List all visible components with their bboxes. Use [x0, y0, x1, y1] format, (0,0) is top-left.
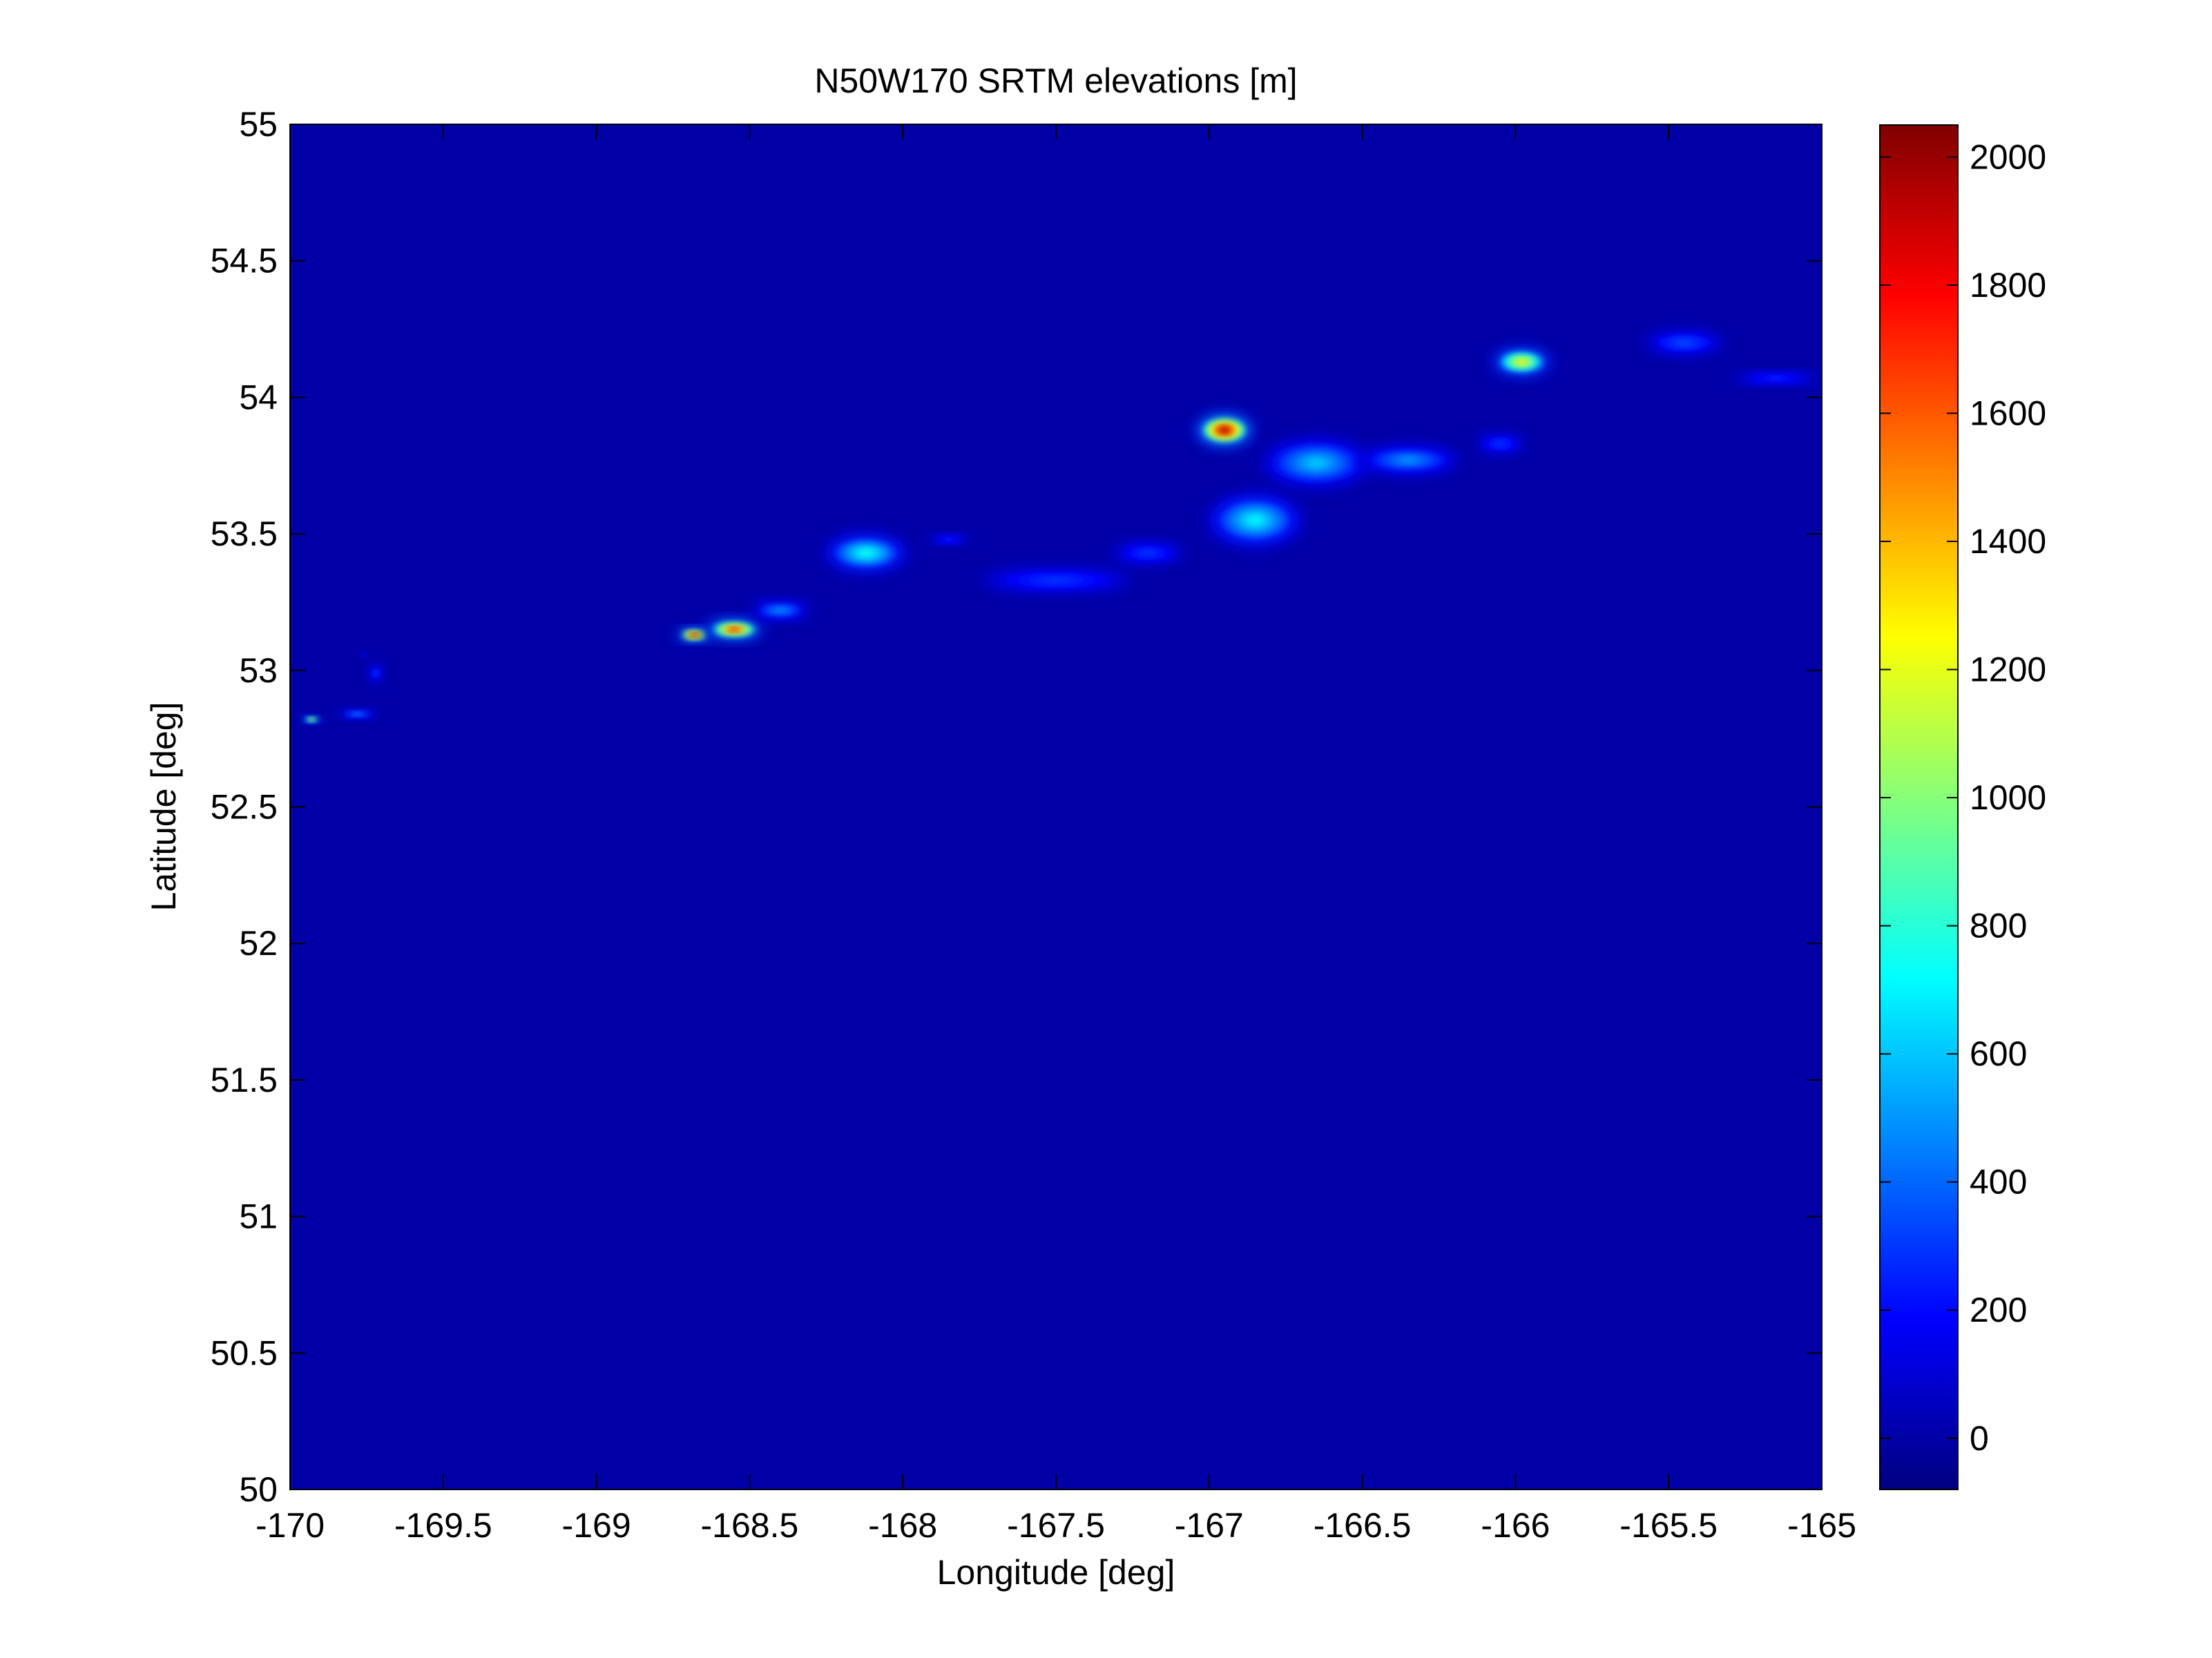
colorbar: 0 200 400 600 800 1000 1200 1400 1600 1800 2000: [1879, 124, 2046, 1490]
colorbar-tick-label: 200: [1970, 1291, 2027, 1329]
x-axis-label: Longitude [deg]: [937, 1553, 1175, 1592]
colorbar-tick-label: 1600: [1970, 394, 2046, 432]
elevation-feature: [1475, 435, 1525, 452]
y-tick-label: 50.5: [211, 1333, 278, 1372]
colorbar-tick-label: 1400: [1970, 522, 2046, 561]
colorbar-tick-label: 800: [1970, 907, 2027, 945]
elevation-feature: [1193, 414, 1256, 447]
x-tick-label: -165: [1787, 1506, 1856, 1545]
y-tick-label: 51.5: [211, 1061, 278, 1099]
elevation-feature: [1730, 372, 1822, 384]
elevation-feature: [336, 710, 379, 718]
colorbar-tick-label: 1800: [1970, 266, 2046, 305]
y-axis-label: Latitude [deg]: [144, 702, 183, 911]
x-tick-label: -166: [1481, 1506, 1550, 1545]
colorbar-frame: [1879, 124, 1959, 1490]
colorbar-tick-label: 600: [1970, 1034, 2027, 1073]
elevation-feature: [676, 628, 713, 642]
y-tick-label: 55: [239, 105, 278, 144]
x-tick-labels: -170 -169.5 -169 -168.5 -168 -167.5 -167 -166.5…: [256, 1506, 1856, 1545]
elevation-feature: [1490, 348, 1552, 376]
x-tick-label: -170: [256, 1506, 325, 1545]
elevation-feature: [1261, 438, 1372, 488]
elevation-feature: [302, 716, 321, 723]
x-tick-label: -168.5: [701, 1506, 799, 1545]
y-tick-label: 52: [239, 924, 278, 963]
colorbar-tick-label: 1000: [1970, 778, 2046, 817]
y-tick-label: 54: [239, 378, 278, 416]
colorbar-tick-label: 1200: [1970, 650, 2046, 689]
elevation-feature: [1356, 446, 1461, 474]
y-tick-label: 53: [239, 651, 278, 690]
elevation-feature: [703, 619, 765, 639]
y-tick-label: 54.5: [211, 242, 278, 280]
elevation-feature: [823, 534, 910, 572]
x-tick-label: -167: [1175, 1506, 1244, 1545]
x-tick-label: -166.5: [1314, 1506, 1412, 1545]
plot-area: [289, 124, 1823, 1490]
elevation-feature: [1644, 331, 1724, 354]
y-tick-label: 52.5: [211, 788, 278, 827]
elevation-feature: [1206, 492, 1305, 548]
colorbar-tick-label: 2000: [1970, 137, 2046, 176]
colorbar-tick-label: 400: [1970, 1163, 2027, 1202]
elevation-features: [302, 331, 1822, 723]
y-tick-label: 53.5: [211, 514, 278, 553]
x-tick-label: -165.5: [1619, 1506, 1718, 1545]
elevation-feature: [749, 601, 811, 619]
colorbar-tick-labels: 0 200 400 600 800 1000 1200 1400 1600 1800 2000: [1970, 137, 2046, 1457]
x-tick-label: -168: [868, 1506, 937, 1545]
x-tick-label: -169.5: [394, 1506, 492, 1545]
x-tick-label: -167.5: [1007, 1506, 1105, 1545]
elevation-feature: [1110, 543, 1185, 563]
colorbar-tick-label: 0: [1970, 1419, 1989, 1458]
colorbar-gradient: [1880, 125, 1958, 1490]
elevation-feature: [927, 535, 970, 543]
plot-background: [290, 124, 1822, 1490]
chart-title: N50W170 SRTM elevations [m]: [814, 61, 1297, 100]
plot-frame: [289, 124, 1823, 1490]
elevation-feature: [369, 664, 383, 682]
y-tick-labels: 50 50.5 51 51.5 52 52.5 53 53.5 54 54.5 55: [211, 105, 278, 1509]
y-tick-label: 51: [239, 1197, 278, 1236]
colorbar-tick-marks: [1880, 156, 1958, 1439]
y-tick-label: 50: [239, 1470, 278, 1509]
elevation-feature: [360, 651, 367, 657]
elevation-feature: [979, 569, 1133, 592]
x-tick-label: -169: [562, 1506, 631, 1545]
